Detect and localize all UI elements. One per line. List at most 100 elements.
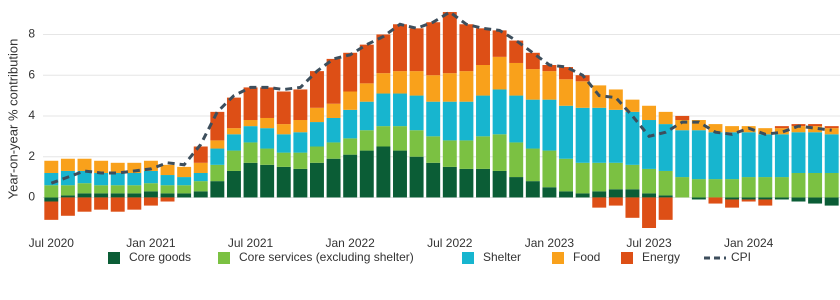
bar-segment <box>476 168 490 198</box>
bar-segment <box>127 197 142 210</box>
bar-segment <box>691 130 706 180</box>
bar-segment <box>309 162 324 198</box>
bar-segment <box>309 71 324 108</box>
bar-segment <box>625 189 640 198</box>
bar-segment <box>758 199 773 206</box>
bar-segment <box>642 105 657 121</box>
bar-segment <box>359 150 374 198</box>
bar-segment <box>658 111 673 125</box>
bar-segment <box>525 99 540 149</box>
bar-segment <box>808 132 823 173</box>
bar-segment <box>110 185 125 194</box>
bar-segment <box>343 138 358 155</box>
x-tick-label: Jul 2020 <box>29 236 75 250</box>
y-axis-label: Year-on-year % contribution <box>5 39 20 200</box>
legend-swatch <box>552 252 564 264</box>
bar-segment <box>708 132 723 180</box>
bar-segment <box>127 185 142 194</box>
bar-segment <box>226 170 241 198</box>
bar-segment <box>260 164 275 198</box>
bar-segment <box>243 126 258 143</box>
bar-segment <box>442 12 457 74</box>
bar-segment <box>210 181 225 198</box>
bar-segment <box>476 136 490 169</box>
bar-segment <box>808 172 823 198</box>
bar-segment <box>625 111 640 165</box>
bar-segment <box>476 28 490 66</box>
bar-segment <box>625 99 640 112</box>
bar-segment <box>210 164 225 182</box>
bar-segment <box>725 132 740 180</box>
bar-segment <box>376 73 391 94</box>
bar-segment <box>625 164 640 190</box>
bar-segment <box>642 197 657 228</box>
bar-segment <box>376 146 391 198</box>
bar-segment <box>509 177 524 198</box>
bar-segment <box>160 185 175 194</box>
bar-segment <box>791 172 806 198</box>
bar-segment <box>741 132 756 178</box>
bar-segment <box>160 175 175 186</box>
bar-segment <box>276 134 291 153</box>
legend-swatch <box>218 252 230 264</box>
bar-segment <box>492 56 507 90</box>
bars <box>44 12 839 228</box>
bar-segment <box>542 71 557 100</box>
bar-segment <box>343 91 358 110</box>
bar-segment <box>409 28 424 72</box>
bar-segment <box>725 126 740 133</box>
bar-segment <box>774 177 789 198</box>
bar-segment <box>177 185 192 194</box>
bar-segment <box>309 146 324 163</box>
bar-segment <box>492 89 507 135</box>
bar-segment <box>459 71 474 102</box>
bar-segment <box>774 134 789 178</box>
bar-segment <box>492 170 507 198</box>
bar-segment <box>808 197 823 204</box>
bar-segment <box>243 162 258 198</box>
bar-segment <box>542 150 557 188</box>
bar-segment <box>592 162 607 192</box>
bar-segment <box>210 111 225 141</box>
bar-segment <box>492 134 507 171</box>
bar-segment <box>774 128 789 135</box>
bar-segment <box>127 162 142 173</box>
bar-segment <box>575 107 590 163</box>
bar-segment <box>592 107 607 163</box>
bar-segment <box>559 191 574 198</box>
bar-segment <box>193 172 208 182</box>
bar-segment <box>44 172 59 186</box>
bar-segment <box>94 197 109 210</box>
bar-segment <box>409 130 424 157</box>
bar-segment <box>824 128 839 135</box>
bar-segment <box>260 117 275 129</box>
legend-swatch <box>108 252 120 264</box>
bar-segment <box>691 120 706 131</box>
bar-segment <box>492 30 507 57</box>
bar-segment <box>409 156 424 198</box>
bar-segment <box>592 191 607 198</box>
bar-segment <box>791 197 806 202</box>
bar-segment <box>824 126 839 129</box>
bar-segment <box>426 162 441 198</box>
bar-segment <box>293 89 308 121</box>
bar-segment <box>459 24 474 72</box>
bar-segment <box>758 134 773 178</box>
bar-segment <box>608 197 623 206</box>
bar-segment <box>575 75 590 82</box>
x-tick-label: Jan 2024 <box>724 236 774 250</box>
bar-segment <box>459 101 474 141</box>
bar-segment <box>60 195 75 198</box>
bar-segment <box>260 87 275 118</box>
bar-segment <box>741 199 756 202</box>
bar-segment <box>393 150 407 198</box>
legend-label: Food <box>573 250 600 264</box>
bar-segment <box>276 152 291 167</box>
bar-segment <box>177 166 192 178</box>
bar-segment <box>426 22 441 76</box>
bar-segment <box>393 71 407 94</box>
bar-segment <box>675 177 690 198</box>
bar-segment <box>476 65 490 96</box>
bar-segment <box>675 115 690 121</box>
bar-segment <box>309 122 324 147</box>
